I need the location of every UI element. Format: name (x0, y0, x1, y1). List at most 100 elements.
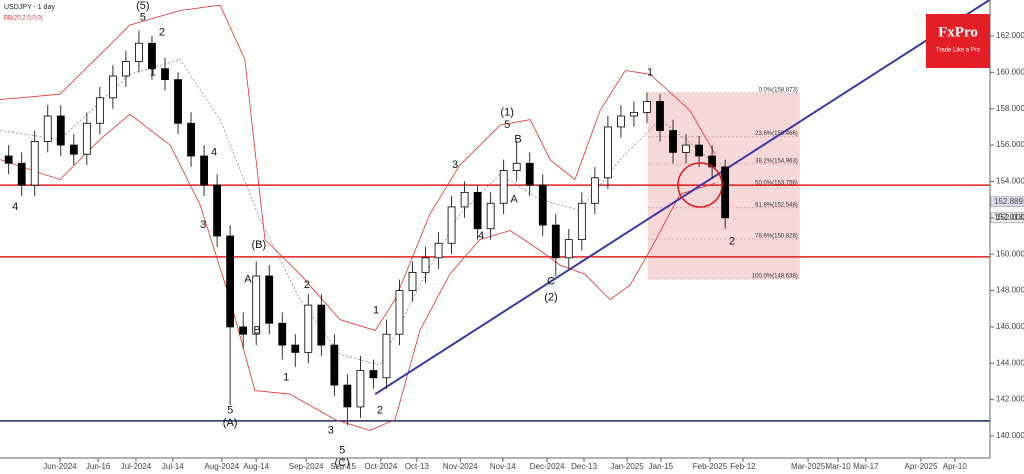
candle-layer (4, 30, 730, 426)
wave-label: 5 (504, 119, 510, 131)
y-tick-label: 158.000 (996, 104, 1024, 113)
y-tick-label: 154.000 (996, 177, 1024, 186)
wave-label: (5) (136, 0, 149, 12)
candle-body (200, 155, 208, 186)
candle-body (577, 202, 586, 241)
y-tick-label: 142.000 (996, 395, 1024, 404)
wave-label: 5 (227, 404, 233, 416)
candle-body (434, 242, 443, 259)
y-tick-label: 140.000 (996, 431, 1024, 440)
x-tick-label: Nov-2024 (443, 462, 478, 471)
x-tick-label: Mar-2025 (791, 462, 826, 471)
candle-body (343, 384, 352, 408)
wave-label: 2 (729, 235, 735, 247)
candle-body (551, 224, 560, 259)
fib-label: 61.8%(152.548) (755, 202, 798, 208)
x-tick-label: Jul-2024 (121, 462, 152, 471)
x-tick-label: Mar-17 (853, 462, 879, 471)
candle-body (408, 271, 417, 291)
candle-body (369, 370, 378, 379)
x-tick-label: Apr-2025 (904, 462, 937, 471)
candle-body (499, 170, 508, 204)
candle-body (17, 162, 26, 186)
chart-subtitle: BB(20,2.0,0,0) (4, 16, 43, 22)
wave-label: (1) (500, 106, 513, 118)
candle-body (239, 326, 248, 335)
candle-body (421, 257, 430, 273)
candle-body (382, 333, 391, 379)
candle-body (4, 155, 13, 164)
candle-body (30, 141, 39, 186)
wave-label: B (514, 134, 521, 146)
candle-body (82, 122, 91, 155)
wave-label: 5 (339, 444, 345, 456)
fib-label: 0.0%(158.873) (758, 87, 797, 93)
wave-label: 4 (478, 230, 484, 242)
x-tick-label: Feb-12 (730, 462, 756, 471)
candle-body (43, 115, 52, 142)
wave-label: (A) (223, 417, 238, 429)
candle-body (304, 304, 313, 353)
x-tick-label: Oct-13 (405, 462, 430, 471)
candle-body (486, 202, 495, 230)
candle-body (564, 239, 573, 259)
candle-body (330, 344, 339, 386)
price-marker-label: 152.013 (994, 213, 1023, 222)
x-tick-label: Jun-2024 (43, 462, 77, 471)
candle-body (148, 42, 156, 70)
candle-body (252, 275, 261, 335)
wave-label: 4 (211, 146, 217, 158)
y-tick-label: 146.000 (996, 322, 1024, 331)
fib-label: 78.6%(150.828) (755, 234, 798, 240)
price-marker (990, 196, 1024, 207)
y-tick-label: 162.000 (996, 31, 1024, 40)
logo: FxPro (938, 24, 978, 40)
x-tick-label: Aug-14 (243, 462, 269, 471)
candle-body (630, 111, 638, 117)
wave-label: (2) (544, 292, 557, 304)
logo-tagline: Trade Like a Pro (936, 48, 981, 54)
wave-label: 2 (377, 404, 383, 416)
chart-title: USDJPY - 1 day (4, 4, 55, 11)
y-tick-label: 148.000 (996, 286, 1024, 295)
wave-label: 3 (452, 159, 458, 171)
x-tick-label: Apr-10 (943, 462, 968, 471)
candle-body (356, 370, 365, 408)
candle-body (538, 184, 547, 226)
overlay-layer: (5)521435(A)(B)AB21345(C)1234(1)5ABC(2)1… (12, 0, 1024, 469)
y-tick-label: 156.000 (996, 140, 1024, 149)
candle-body (695, 144, 703, 157)
fib-label: 100.0%(148.638) (752, 274, 798, 280)
candle-body (669, 130, 677, 153)
candle-body (265, 275, 274, 324)
x-tick-label: Oct-2024 (364, 462, 397, 471)
x-tick-label: Feb-2025 (693, 462, 728, 471)
candle-body (721, 166, 730, 219)
wave-label: 2 (159, 26, 165, 38)
wave-label: 1 (283, 372, 289, 384)
y-tick-label: 152.000 (996, 213, 1024, 222)
candle-body (135, 42, 143, 62)
bollinger-band (0, 4, 716, 331)
wave-label: A (510, 194, 518, 206)
candle-body (122, 61, 130, 77)
fib-label: 23.6%(156.466) (755, 131, 798, 137)
candle-body (590, 177, 599, 204)
candle-body (682, 144, 690, 153)
wave-label: 1 (647, 66, 653, 78)
candle-body (643, 101, 651, 113)
candle-body (56, 115, 65, 146)
wave-label: B (253, 324, 260, 336)
candle-body (473, 191, 482, 230)
candle-body (213, 184, 222, 237)
candle-body (447, 206, 456, 244)
candle-body (161, 68, 169, 81)
y-tick-label: 144.000 (996, 358, 1024, 367)
candle-body (95, 97, 104, 124)
wave-label: 5 (140, 12, 146, 24)
candle-body (395, 290, 404, 335)
candle-body (317, 304, 326, 346)
